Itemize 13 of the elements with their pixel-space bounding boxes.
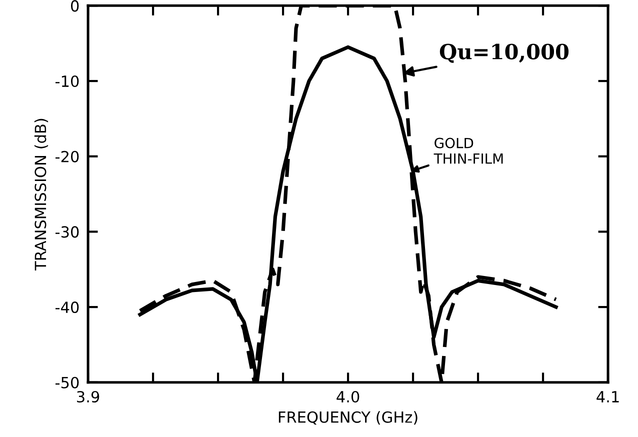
x-tick-label: 3.9 [77, 390, 100, 403]
y-tick-label: -10 [56, 75, 79, 88]
y-axis-title: TRANSMISSION (dB) [34, 118, 48, 271]
y-tick-label: -50 [56, 376, 79, 388]
x-axis-title: FREQUENCY (GHz) [278, 411, 418, 425]
x-tick-label: 4.0 [336, 390, 360, 403]
annotation: Qu=10,000 [440, 44, 569, 63]
annotation: GOLD THIN-FILM [434, 138, 503, 164]
y-tick-label: -40 [56, 302, 79, 314]
y-tick-label: -30 [56, 226, 79, 238]
y-tick-label: -20 [56, 150, 79, 162]
x-tick-label: 4.1 [596, 391, 619, 402]
y-tick-label: 0 [71, 0, 79, 12]
